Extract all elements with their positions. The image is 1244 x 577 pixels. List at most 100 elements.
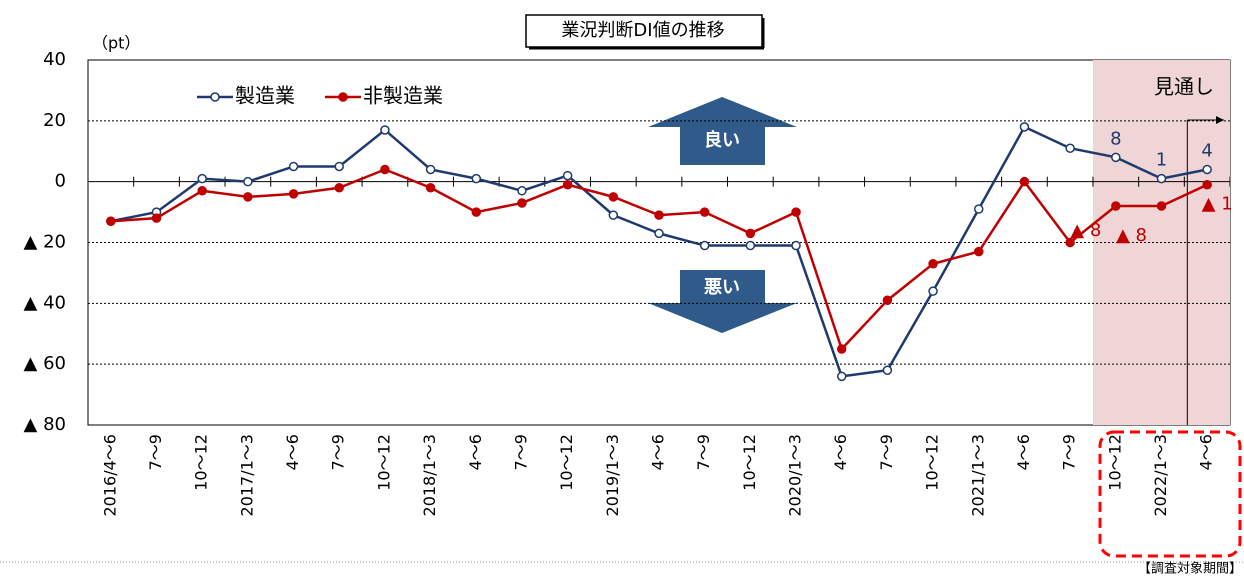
data-point [517, 198, 527, 208]
data-point [654, 210, 664, 220]
x-tick-label: 4～6 [466, 434, 485, 470]
x-tick-label: 2016/4～6 [100, 434, 119, 516]
data-point [151, 213, 162, 223]
data-point [471, 207, 482, 217]
data-label: 1 [1156, 150, 1167, 171]
x-tick-label: 7～9 [329, 434, 348, 470]
y-tick-label: ▲ 40 [24, 292, 66, 313]
data-label: ▲ 8 [1070, 220, 1101, 241]
data-point [288, 189, 299, 199]
data-point [699, 207, 710, 217]
data-point [562, 170, 573, 181]
good-arrow [648, 97, 797, 165]
data-point [836, 371, 847, 382]
data-point [974, 204, 984, 214]
x-tick-label: 4～6 [831, 434, 850, 470]
data-point [928, 259, 938, 269]
data-point [928, 286, 938, 296]
chart-title: 業況判断DI値の推移 [561, 20, 724, 41]
x-tick-label: 7～9 [1060, 434, 1079, 470]
x-tick-label: 2017/1～3 [237, 434, 256, 516]
data-point [699, 240, 710, 251]
data-point [197, 173, 207, 184]
x-tick-label: 10～12 [740, 434, 759, 491]
x-tick-label: 7～9 [694, 434, 713, 470]
x-tick-label: 10～12 [557, 434, 576, 491]
data-label: ▲ 1 [1202, 194, 1233, 215]
data-point [1202, 179, 1212, 190]
x-tick-label: 2020/1～3 [786, 434, 805, 516]
x-tick-label: 4～6 [283, 434, 302, 470]
data-point [562, 179, 573, 190]
legend-label: 製造業 [235, 84, 295, 108]
y-tick-label: 40 [43, 49, 66, 70]
x-tick-label: 10～12 [192, 434, 211, 491]
data-point [745, 240, 756, 251]
data-point [1019, 176, 1030, 187]
data-point [471, 173, 482, 184]
data-label: 8 [1110, 128, 1121, 149]
good-label: 良い [704, 129, 740, 151]
legend-label: 非製造業 [363, 84, 443, 108]
x-tick-label: 2021/1～3 [968, 434, 987, 516]
x-tick-label: 10～12 [374, 434, 393, 491]
data-point [1156, 201, 1167, 211]
data-point [334, 161, 344, 172]
data-point [1065, 143, 1075, 153]
data-point [836, 344, 847, 354]
data-point [1202, 164, 1212, 175]
data-label: ▲ 8 [1116, 225, 1147, 246]
data-point [1065, 237, 1075, 248]
x-tick-label: 2022/1～3 [1151, 434, 1170, 516]
y-tick-label: ▲ 80 [24, 414, 66, 435]
bad-arrow [648, 270, 797, 333]
data-point [608, 210, 619, 220]
y-tick-label: ▲ 60 [24, 353, 66, 374]
data-point [425, 164, 436, 175]
data-point [745, 228, 756, 239]
data-point [1111, 201, 1121, 211]
outlook-label: 見通し [1154, 75, 1214, 99]
y-tick-label: 20 [43, 110, 66, 131]
data-point [608, 192, 619, 202]
bad-label: 悪い [704, 277, 740, 298]
x-tick-label: 10～12 [923, 434, 942, 491]
outlook-arrowhead [1216, 116, 1224, 124]
data-point [334, 183, 344, 193]
data-point [654, 228, 664, 239]
x-tick-label: 2018/1～3 [420, 434, 439, 516]
data-point [882, 365, 893, 375]
plot-area [87, 59, 1231, 426]
data-point [882, 295, 893, 306]
x-tick-label: 10～12 [1105, 434, 1124, 491]
data-label: 4 [1201, 141, 1212, 162]
x-tick-label: 4～6 [649, 434, 668, 470]
legend-marker [210, 92, 220, 102]
data-point [243, 176, 253, 187]
data-point [425, 183, 436, 193]
x-tick-label: 7～9 [877, 434, 896, 470]
data-point [1111, 152, 1121, 163]
survey-period-label: 【調査対象期間】 [1138, 562, 1242, 577]
y-unit: （pt） [92, 34, 140, 53]
data-point [974, 246, 984, 257]
data-point [1019, 122, 1030, 132]
x-tick-label: 7～9 [146, 434, 165, 470]
legend-marker [338, 92, 348, 102]
data-point [1156, 173, 1167, 184]
data-point [243, 192, 253, 202]
title-box [525, 14, 763, 48]
x-tick-label: 4～6 [1197, 434, 1216, 470]
y-tick-label: 0 [55, 171, 66, 192]
x-tick-label: 4～6 [1014, 434, 1033, 470]
data-point [197, 186, 207, 196]
data-point [791, 240, 801, 251]
x-tick-label: 7～9 [511, 434, 530, 470]
data-point [517, 186, 527, 196]
data-point [288, 161, 299, 172]
data-point [791, 207, 801, 217]
data-point [106, 216, 116, 226]
x-tick-label: 2019/1～3 [603, 434, 622, 516]
y-tick-label: ▲ 20 [24, 232, 66, 253]
